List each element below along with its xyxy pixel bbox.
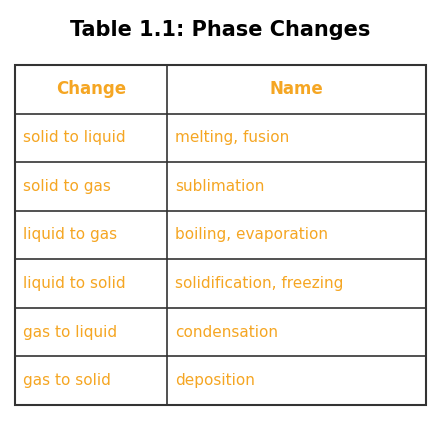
Text: solid to gas: solid to gas [23, 179, 111, 194]
Text: Name: Name [269, 80, 323, 98]
Text: solid to liquid: solid to liquid [23, 130, 126, 146]
Text: condensation: condensation [175, 324, 278, 340]
Text: sublimation: sublimation [175, 179, 265, 194]
Text: Table 1.1: Phase Changes: Table 1.1: Phase Changes [70, 20, 371, 40]
Bar [15, 65, 426, 405]
Text: gas to liquid: gas to liquid [23, 324, 117, 340]
Text: gas to solid: gas to solid [23, 373, 111, 388]
Text: boiling, evaporation: boiling, evaporation [175, 228, 328, 242]
Text: liquid to solid: liquid to solid [23, 276, 126, 291]
Text: liquid to gas: liquid to gas [23, 228, 117, 242]
Text: melting, fusion: melting, fusion [175, 130, 289, 146]
Text: Change: Change [56, 80, 126, 98]
Text: solidification, freezing: solidification, freezing [175, 276, 344, 291]
Text: deposition: deposition [175, 373, 255, 388]
